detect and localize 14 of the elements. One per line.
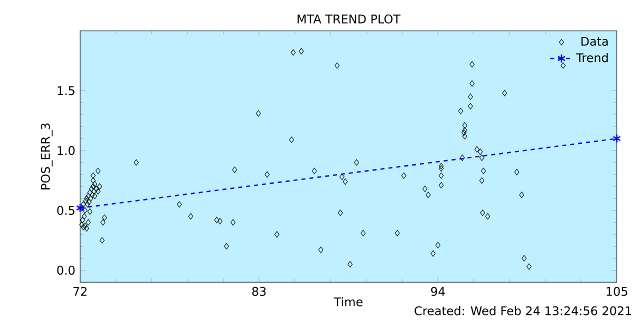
y-tick-label: 0.0 — [57, 266, 75, 275]
y-tick-label: 1.5 — [58, 86, 74, 96]
x-tick-label: 72 — [74, 286, 87, 296]
chart-title: MTA TREND PLOT — [298, 14, 400, 24]
x-tick-label: 94 — [431, 286, 445, 296]
y-tick-label: 1.0 — [58, 146, 75, 156]
legend-label: Data — [581, 36, 608, 46]
y-tick-label: 0.5 — [57, 206, 74, 215]
y-axis-title: POS_ERR_3 — [40, 124, 53, 190]
x-tick-label: 83 — [252, 286, 266, 296]
x-tick-label: 105 — [606, 286, 628, 296]
x-axis-title: Time — [334, 297, 362, 306]
text: Created: Wed Feb 24 13:24:56 2021 — [414, 306, 632, 316]
legend-label: Trend — [576, 52, 608, 62]
